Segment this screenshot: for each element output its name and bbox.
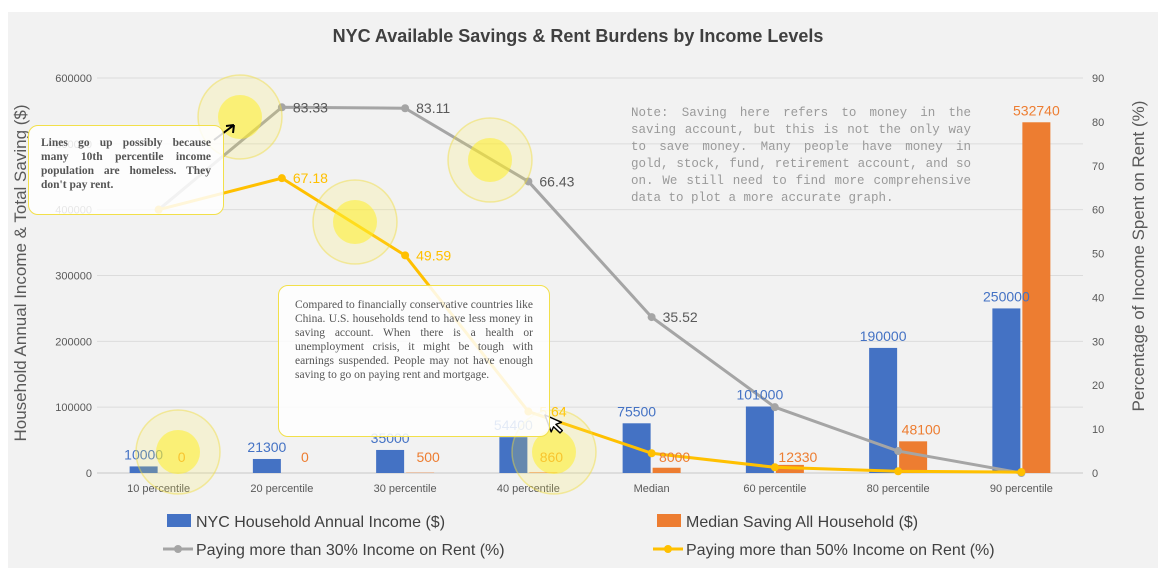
data-label-saving: 500 (416, 449, 440, 465)
bar-income (745, 406, 774, 473)
data-label-saving: 12330 (778, 449, 817, 465)
data-label-income: 190000 (860, 328, 907, 344)
data-label-income: 10000 (124, 446, 163, 462)
legend-swatch-marker (664, 545, 672, 553)
y-tick-label: 600000 (55, 73, 92, 85)
x-tick-label: 30 percentile (374, 483, 437, 495)
highlight-core (333, 200, 377, 244)
series-point-rent30 (524, 177, 533, 186)
annotation-note-text: Note: Saving here refers to money in the… (631, 106, 971, 205)
series-point-rent50 (894, 467, 903, 476)
highlight-core (156, 430, 200, 474)
bar-income (129, 466, 158, 473)
y2-tick-label: 60 (1092, 205, 1104, 217)
legend-label: Paying more than 30% Income on Rent (%) (196, 542, 505, 559)
y2-axis-ticks: 0 10 20 30 40 50 60 70 80 90 (1092, 73, 1104, 480)
bar-income (992, 308, 1021, 473)
chart-title: NYC Available Savings & Rent Burdens by … (333, 26, 824, 46)
x-tick-label: 10 percentile (127, 483, 190, 495)
legend: NYC Household Annual Income ($) Median Sa… (163, 514, 995, 559)
annotation-savings: Compared to financially conservative cou… (278, 285, 550, 437)
series-point-rent50 (647, 449, 656, 458)
data-labels: 1000021300350005440075500101000190000250… (124, 99, 1060, 465)
series-point-rent30 (277, 103, 286, 112)
legend-swatch-marker (174, 545, 182, 553)
data-label-rent30: 66.43 (539, 173, 574, 189)
data-label-saving: 0 (301, 449, 309, 465)
data-label-saving: 48100 (902, 421, 941, 437)
bar-saving (899, 441, 928, 473)
x-tick-label: 40 percentile (497, 483, 560, 495)
annotation-savings-text: Compared to financially conservative cou… (295, 299, 533, 381)
legend-label: NYC Household Annual Income ($) (196, 514, 445, 531)
data-label-income: 75500 (617, 403, 656, 419)
y-tick-label: 100000 (55, 402, 92, 414)
series-point-rent50 (770, 463, 779, 472)
data-label-rent30: 35.52 (663, 309, 698, 325)
data-label-income: 250000 (983, 288, 1030, 304)
x-tick-label: Median (634, 483, 670, 495)
x-tick-label: 20 percentile (250, 483, 313, 495)
bar-income (499, 437, 528, 473)
bar-saving (529, 472, 558, 473)
data-label-rent50: 49.59 (416, 247, 451, 263)
legend-swatch (167, 514, 191, 527)
x-axis-ticks: 10 percentile 20 percentile 30 percentile 4… (127, 483, 1053, 495)
x-tick-label: 90 percentile (990, 483, 1053, 495)
y2-tick-label: 70 (1092, 161, 1104, 173)
data-label-rent30: 83.11 (416, 100, 450, 116)
bar-saving (652, 467, 681, 473)
line-series (154, 103, 1026, 477)
x-tick-label: 80 percentile (867, 483, 930, 495)
highlight-core (468, 138, 512, 182)
y2-tick-label: 50 (1092, 249, 1104, 261)
data-label-income: 21300 (247, 439, 286, 455)
y2-tick-label: 80 (1092, 117, 1104, 129)
legend-label: Paying more than 50% Income on Rent (%) (686, 542, 995, 559)
y2-tick-label: 0 (1092, 468, 1098, 480)
data-label-rent30: 83.33 (293, 99, 328, 115)
legend-label: Median Saving All Household ($) (686, 514, 918, 531)
y-tick-label: 300000 (55, 271, 92, 283)
series-point-rent30 (647, 313, 656, 322)
series-point-rent30 (770, 403, 779, 412)
y2-tick-label: 20 (1092, 380, 1104, 392)
series-point-rent50 (1017, 468, 1026, 477)
y-tick-label: 0 (86, 468, 92, 480)
highlight-core (532, 430, 576, 474)
bar-income (252, 458, 281, 473)
data-label-saving: 532740 (1013, 102, 1060, 118)
bar-series (129, 122, 1051, 473)
y2-axis-label: Percentage of Income Spent on Rent (%) (1129, 101, 1148, 412)
y2-tick-label: 10 (1092, 424, 1104, 436)
bar-income (376, 449, 405, 473)
bar-saving (1022, 122, 1051, 473)
bar-income (869, 347, 898, 473)
series-point-rent30 (894, 447, 903, 456)
chart-area-background (8, 12, 1158, 568)
series-point-rent30 (401, 104, 410, 113)
series-line-rent30 (157, 105, 1022, 475)
data-label-saving: 8000 (659, 449, 690, 465)
series-line-rent50 (158, 176, 1022, 474)
series-point-rent50 (401, 251, 410, 260)
series-point-rent50 (277, 174, 286, 183)
data-label-income: 101000 (737, 387, 784, 403)
x-tick-label: 60 percentile (743, 483, 806, 495)
y-axis-label: Household Annual Income & Total Saving (… (11, 104, 30, 441)
annotation-note: Note: Saving here refers to money in the… (631, 105, 971, 207)
y2-tick-label: 90 (1092, 73, 1104, 85)
data-label-rent50: 67.18 (293, 170, 328, 186)
legend-swatch (657, 514, 681, 527)
y2-tick-label: 40 (1092, 292, 1104, 304)
annotation-homeless: Lines go up possibly because many 10th p… (28, 125, 224, 215)
y-tick-label: 200000 (55, 336, 92, 348)
y2-tick-label: 30 (1092, 336, 1104, 348)
annotation-homeless-text: Lines go up possibly because many 10th p… (41, 137, 211, 191)
